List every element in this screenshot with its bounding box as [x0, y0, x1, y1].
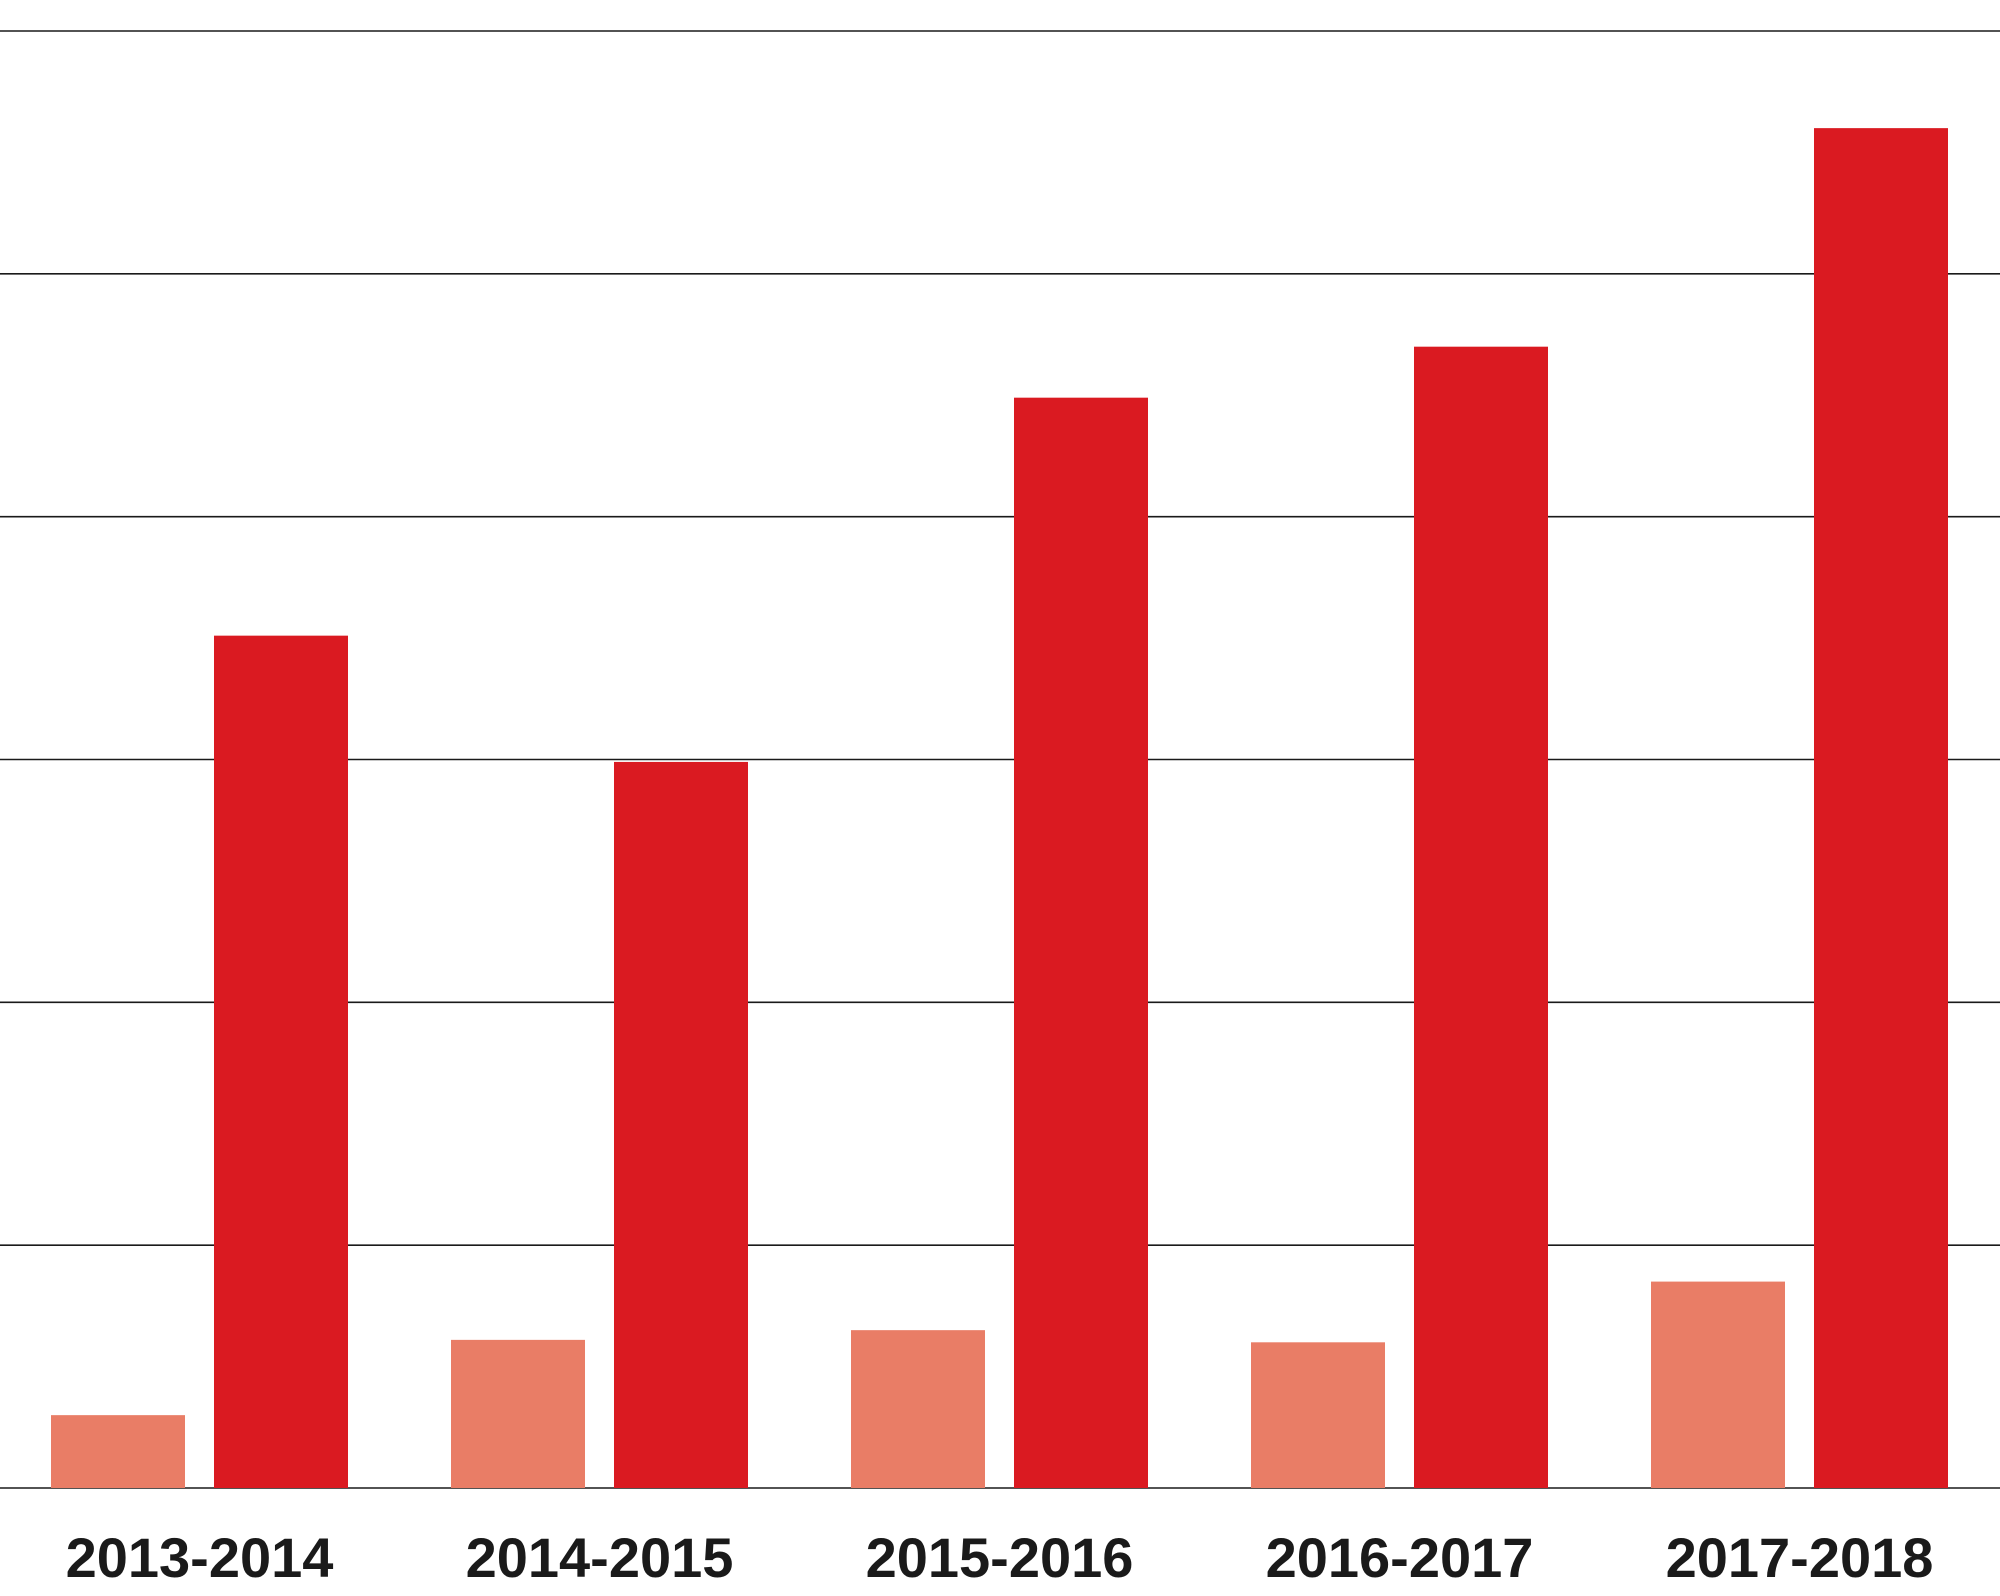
- x-tick-label: 2017-2018: [1666, 1526, 1934, 1589]
- bar-series-2-2017-2018: [1814, 128, 1948, 1489]
- bar-series-1-2014-2015: [451, 1339, 585, 1488]
- bar-series-2-2015-2016: [1014, 397, 1148, 1488]
- x-tick-label: 2013-2014: [66, 1526, 334, 1589]
- bar-series-1-2015-2016: [851, 1330, 985, 1488]
- bar-series-1-2016-2017: [1251, 1342, 1385, 1488]
- bar-series-2-2013-2014: [214, 635, 348, 1488]
- bar-series-1-2013-2014: [51, 1415, 185, 1488]
- bar-series-2-2014-2015: [614, 761, 748, 1488]
- x-tick-labels: 2013-2014 2014-2015 2015-2016 2016-2017 2017…: [66, 1526, 1934, 1589]
- x-tick-label: 2016-2017: [1266, 1526, 1534, 1589]
- bar-series-2-2016-2017: [1414, 346, 1548, 1488]
- x-tick-label: 2014-2015: [466, 1526, 734, 1589]
- bar-series-1-2017-2018: [1651, 1281, 1785, 1488]
- x-tick-label: 2015-2016: [866, 1526, 1134, 1589]
- bars: [51, 128, 1948, 1489]
